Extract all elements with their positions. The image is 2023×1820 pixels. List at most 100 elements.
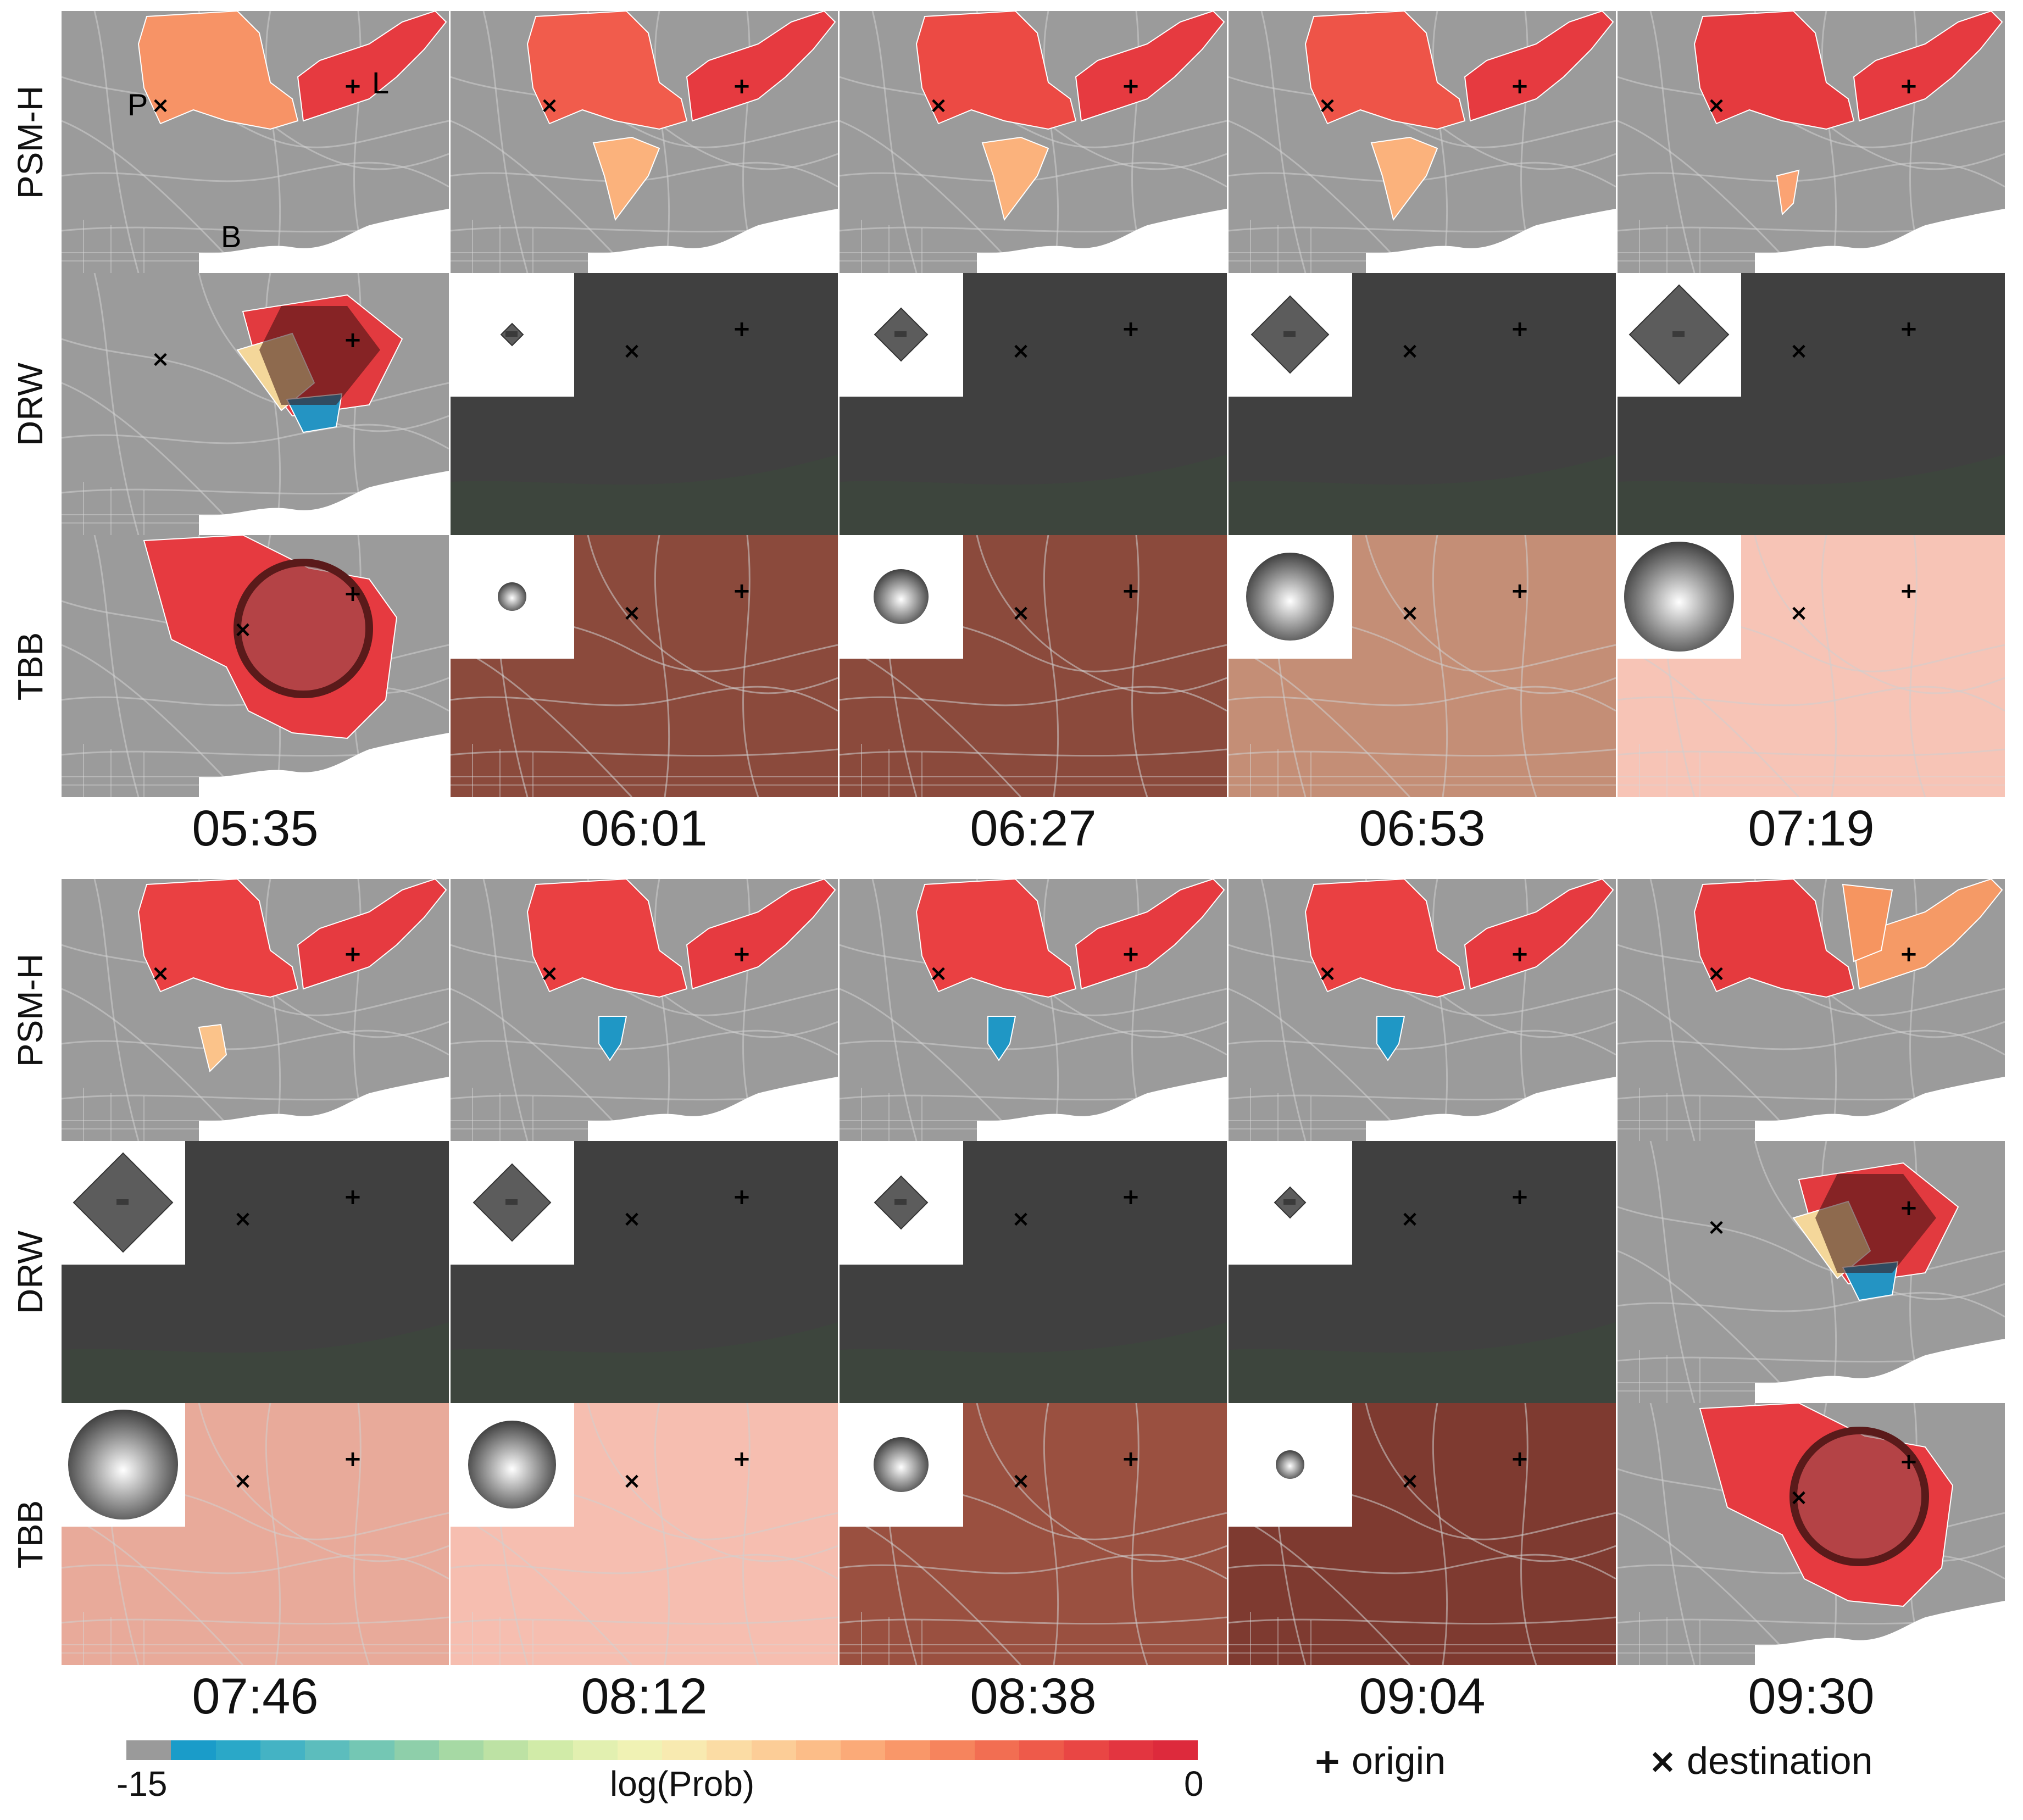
destination-cross-icon: × xyxy=(1400,338,1419,364)
map-panel-tbb: × + xyxy=(1229,1403,1616,1665)
origin-plus-icon: + xyxy=(1121,316,1140,342)
legend: -15 log(Prob) 0 + origin × destination xyxy=(0,1730,2023,1820)
destination-cross-icon: × xyxy=(1318,93,1337,118)
colorbar-swatch xyxy=(573,1740,618,1760)
destination-cross-icon: × xyxy=(623,600,641,626)
origin-plus-icon: + xyxy=(1121,942,1140,967)
map-panel-drw: × + xyxy=(1229,1141,1616,1403)
origin-plus-icon: + xyxy=(732,942,751,967)
colorbar-swatch xyxy=(260,1740,305,1760)
destination-cross-icon: × xyxy=(1400,1468,1419,1494)
map-panel-drw: × + xyxy=(1229,273,1616,535)
origin-plus-icon: + xyxy=(1510,1184,1529,1210)
map-panel-tbb: × + xyxy=(62,1403,449,1665)
time-label: 07:19 xyxy=(1748,800,1875,856)
destination-cross-icon: × xyxy=(1648,1740,1677,1781)
colorbar-swatch xyxy=(305,1740,350,1760)
map-panel-drw: × + xyxy=(62,1141,449,1403)
map-panel-drw: × + xyxy=(1618,273,2005,535)
time-label: 09:30 xyxy=(1748,1668,1875,1724)
origin-plus-icon: + xyxy=(1121,1184,1140,1210)
row-label-tbb: TBB xyxy=(10,1500,50,1568)
origin-plus-icon: + xyxy=(343,1184,362,1210)
colorbar-swatch xyxy=(483,1740,529,1760)
destination-cross-icon: × xyxy=(1707,961,1726,986)
map-panel-psm-h: × + xyxy=(1618,879,2005,1141)
origin-plus-icon: + xyxy=(1899,1449,1918,1474)
destination-cross-icon: × xyxy=(623,338,641,364)
map-panel-psm-h: × + xyxy=(1229,879,1616,1141)
time-label: 09:04 xyxy=(1359,1668,1486,1724)
destination-cross-icon: × xyxy=(623,1206,641,1232)
colorbar-title: log(Prob) xyxy=(610,1764,755,1804)
origin-plus-icon: + xyxy=(1121,578,1140,604)
time-label: 08:38 xyxy=(970,1668,1097,1724)
colorbar-swatch xyxy=(438,1740,483,1760)
time-label: 08:12 xyxy=(581,1668,708,1724)
origin-plus-icon: + xyxy=(343,327,362,353)
map-panel-psm-h: × + xyxy=(62,879,449,1141)
colorbar-min-label: -15 xyxy=(116,1764,168,1804)
origin-plus-icon: + xyxy=(343,581,362,606)
colorbar-swatch xyxy=(662,1740,707,1760)
time-label: 05:35 xyxy=(192,800,319,856)
map-label-p: P xyxy=(127,87,148,122)
map-panel-tbb: × + xyxy=(1229,535,1616,797)
map-panel-psm-h: × + xyxy=(840,11,1227,273)
origin-plus-icon: + xyxy=(1510,74,1529,99)
origin-plus-icon: + xyxy=(1313,1740,1342,1781)
destination-cross-icon: × xyxy=(1707,93,1726,118)
colorbar-swatch xyxy=(1064,1740,1109,1760)
map-panel-tbb: × + xyxy=(451,1403,838,1665)
colorbar-swatch xyxy=(617,1740,662,1760)
destination-cross-icon: × xyxy=(151,961,170,986)
destination-cross-icon: × xyxy=(1789,600,1808,626)
map-panel-tbb: × + xyxy=(1618,535,2005,797)
colorbar-max-label: 0 xyxy=(1184,1764,1204,1804)
destination-cross-icon: × xyxy=(1012,600,1030,626)
destination-key-label: destination xyxy=(1686,1739,1873,1782)
destination-cross-icon: × xyxy=(929,93,948,118)
map-panel-psm-h: × + xyxy=(840,879,1227,1141)
destination-cross-icon: × xyxy=(1789,1485,1808,1510)
map-panel-drw: × + xyxy=(451,273,838,535)
time-label: 06:27 xyxy=(970,800,1097,856)
map-panel-tbb: × + xyxy=(62,535,449,797)
colorbar xyxy=(126,1740,1198,1760)
origin-plus-icon: + xyxy=(1510,1446,1529,1472)
origin-plus-icon: + xyxy=(1899,578,1918,604)
origin-plus-icon: + xyxy=(343,942,362,967)
time-label: 06:53 xyxy=(1359,800,1486,856)
time-label: 07:46 xyxy=(192,1668,319,1724)
origin-plus-icon: + xyxy=(732,316,751,342)
colorbar-swatch xyxy=(171,1740,216,1760)
destination-key: × destination xyxy=(1648,1739,1873,1783)
destination-cross-icon: × xyxy=(1400,600,1419,626)
destination-cross-icon: × xyxy=(234,617,252,642)
map-panel-drw: × + xyxy=(62,273,449,535)
origin-plus-icon: + xyxy=(343,74,362,99)
map-panel-psm-h: × + xyxy=(1229,11,1616,273)
origin-plus-icon: + xyxy=(732,1446,751,1472)
row-label-psm-h: PSM-H xyxy=(10,85,50,199)
origin-plus-icon: + xyxy=(732,578,751,604)
destination-cross-icon: × xyxy=(1012,1468,1030,1494)
destination-cross-icon: × xyxy=(1318,961,1337,986)
map-panel-tbb: × + xyxy=(451,535,838,797)
destination-cross-icon: × xyxy=(1012,1206,1030,1232)
destination-cross-icon: × xyxy=(540,93,559,118)
destination-cross-icon: × xyxy=(234,1206,252,1232)
map-panel-tbb: × + xyxy=(840,535,1227,797)
origin-plus-icon: + xyxy=(1510,578,1529,604)
destination-cross-icon: × xyxy=(1789,338,1808,364)
map-panel-tbb: × + xyxy=(840,1403,1227,1665)
colorbar-swatch xyxy=(796,1740,841,1760)
origin-plus-icon: + xyxy=(732,1184,751,1210)
row-label-psm-h: PSM-H xyxy=(10,953,50,1067)
map-panel-drw: × + xyxy=(840,1141,1227,1403)
colorbar-swatch xyxy=(1108,1740,1153,1760)
row-label-drw: DRW xyxy=(10,1230,50,1314)
colorbar-swatch xyxy=(349,1740,394,1760)
destination-cross-icon: × xyxy=(151,347,170,372)
destination-cross-icon: × xyxy=(234,1468,252,1494)
